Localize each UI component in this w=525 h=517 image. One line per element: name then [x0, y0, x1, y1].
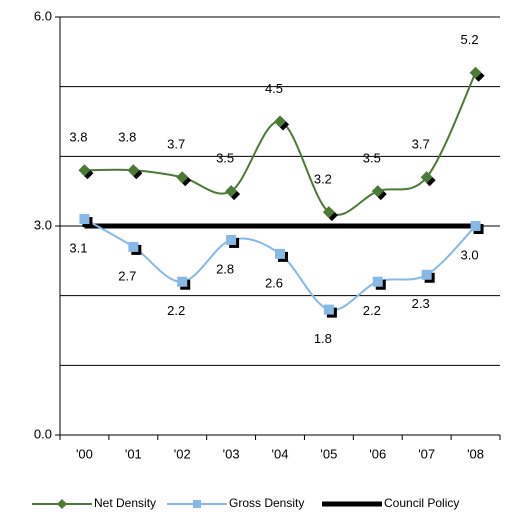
x-tick-label: '05	[320, 446, 337, 461]
data-label: 2.3	[412, 296, 430, 311]
marker	[274, 115, 286, 128]
data-label: 2.6	[265, 275, 283, 290]
x-tick-label: '01	[125, 446, 142, 461]
data-label: 3.7	[167, 137, 185, 152]
x-tick-label: '08	[467, 446, 484, 461]
data-label: 2.2	[167, 303, 185, 318]
marker	[78, 164, 91, 177]
x-tick-label: '07	[418, 446, 435, 461]
marker	[225, 185, 238, 198]
data-label: 3.7	[412, 137, 430, 152]
legend-marker	[193, 500, 201, 508]
x-tick-label: '06	[369, 446, 386, 461]
marker	[226, 234, 237, 245]
legend-label: Net Density	[94, 496, 156, 510]
data-label: 2.2	[363, 303, 381, 318]
data-label: 3.8	[118, 130, 136, 145]
marker	[372, 276, 383, 287]
data-label: 3.1	[69, 240, 87, 255]
marker	[176, 171, 189, 184]
data-label: 2.7	[118, 268, 136, 283]
x-tick-label: '04	[272, 446, 289, 461]
marker	[469, 66, 482, 79]
marker	[322, 206, 335, 219]
marker	[420, 171, 433, 184]
legend-label: Gross Density	[229, 496, 304, 510]
y-tick-label: 3.0	[34, 217, 52, 232]
legend-label: Council Policy	[384, 496, 459, 510]
marker	[371, 185, 384, 198]
data-label: 3.8	[69, 130, 87, 145]
data-label: 1.8	[314, 331, 332, 346]
marker	[275, 248, 285, 259]
x-tick-label: '02	[174, 446, 191, 461]
marker	[323, 304, 334, 315]
legend-marker	[57, 499, 67, 509]
marker	[128, 241, 139, 252]
marker	[177, 276, 188, 287]
marker	[470, 221, 481, 231]
y-tick-label: 0.0	[34, 426, 52, 441]
data-label: 3.0	[461, 247, 479, 262]
marker	[421, 269, 432, 280]
marker	[79, 214, 90, 225]
data-label: 3.2	[314, 172, 332, 187]
data-label: 5.2	[461, 32, 479, 47]
y-tick-label: 6.0	[34, 8, 52, 23]
x-tick-label: '03	[223, 446, 240, 461]
data-label: 2.8	[216, 261, 234, 276]
x-tick-label: '00	[76, 446, 93, 461]
data-label: 3.5	[363, 151, 381, 166]
marker	[127, 164, 140, 177]
data-label: 3.5	[216, 151, 234, 166]
data-label: 4.5	[265, 81, 283, 96]
